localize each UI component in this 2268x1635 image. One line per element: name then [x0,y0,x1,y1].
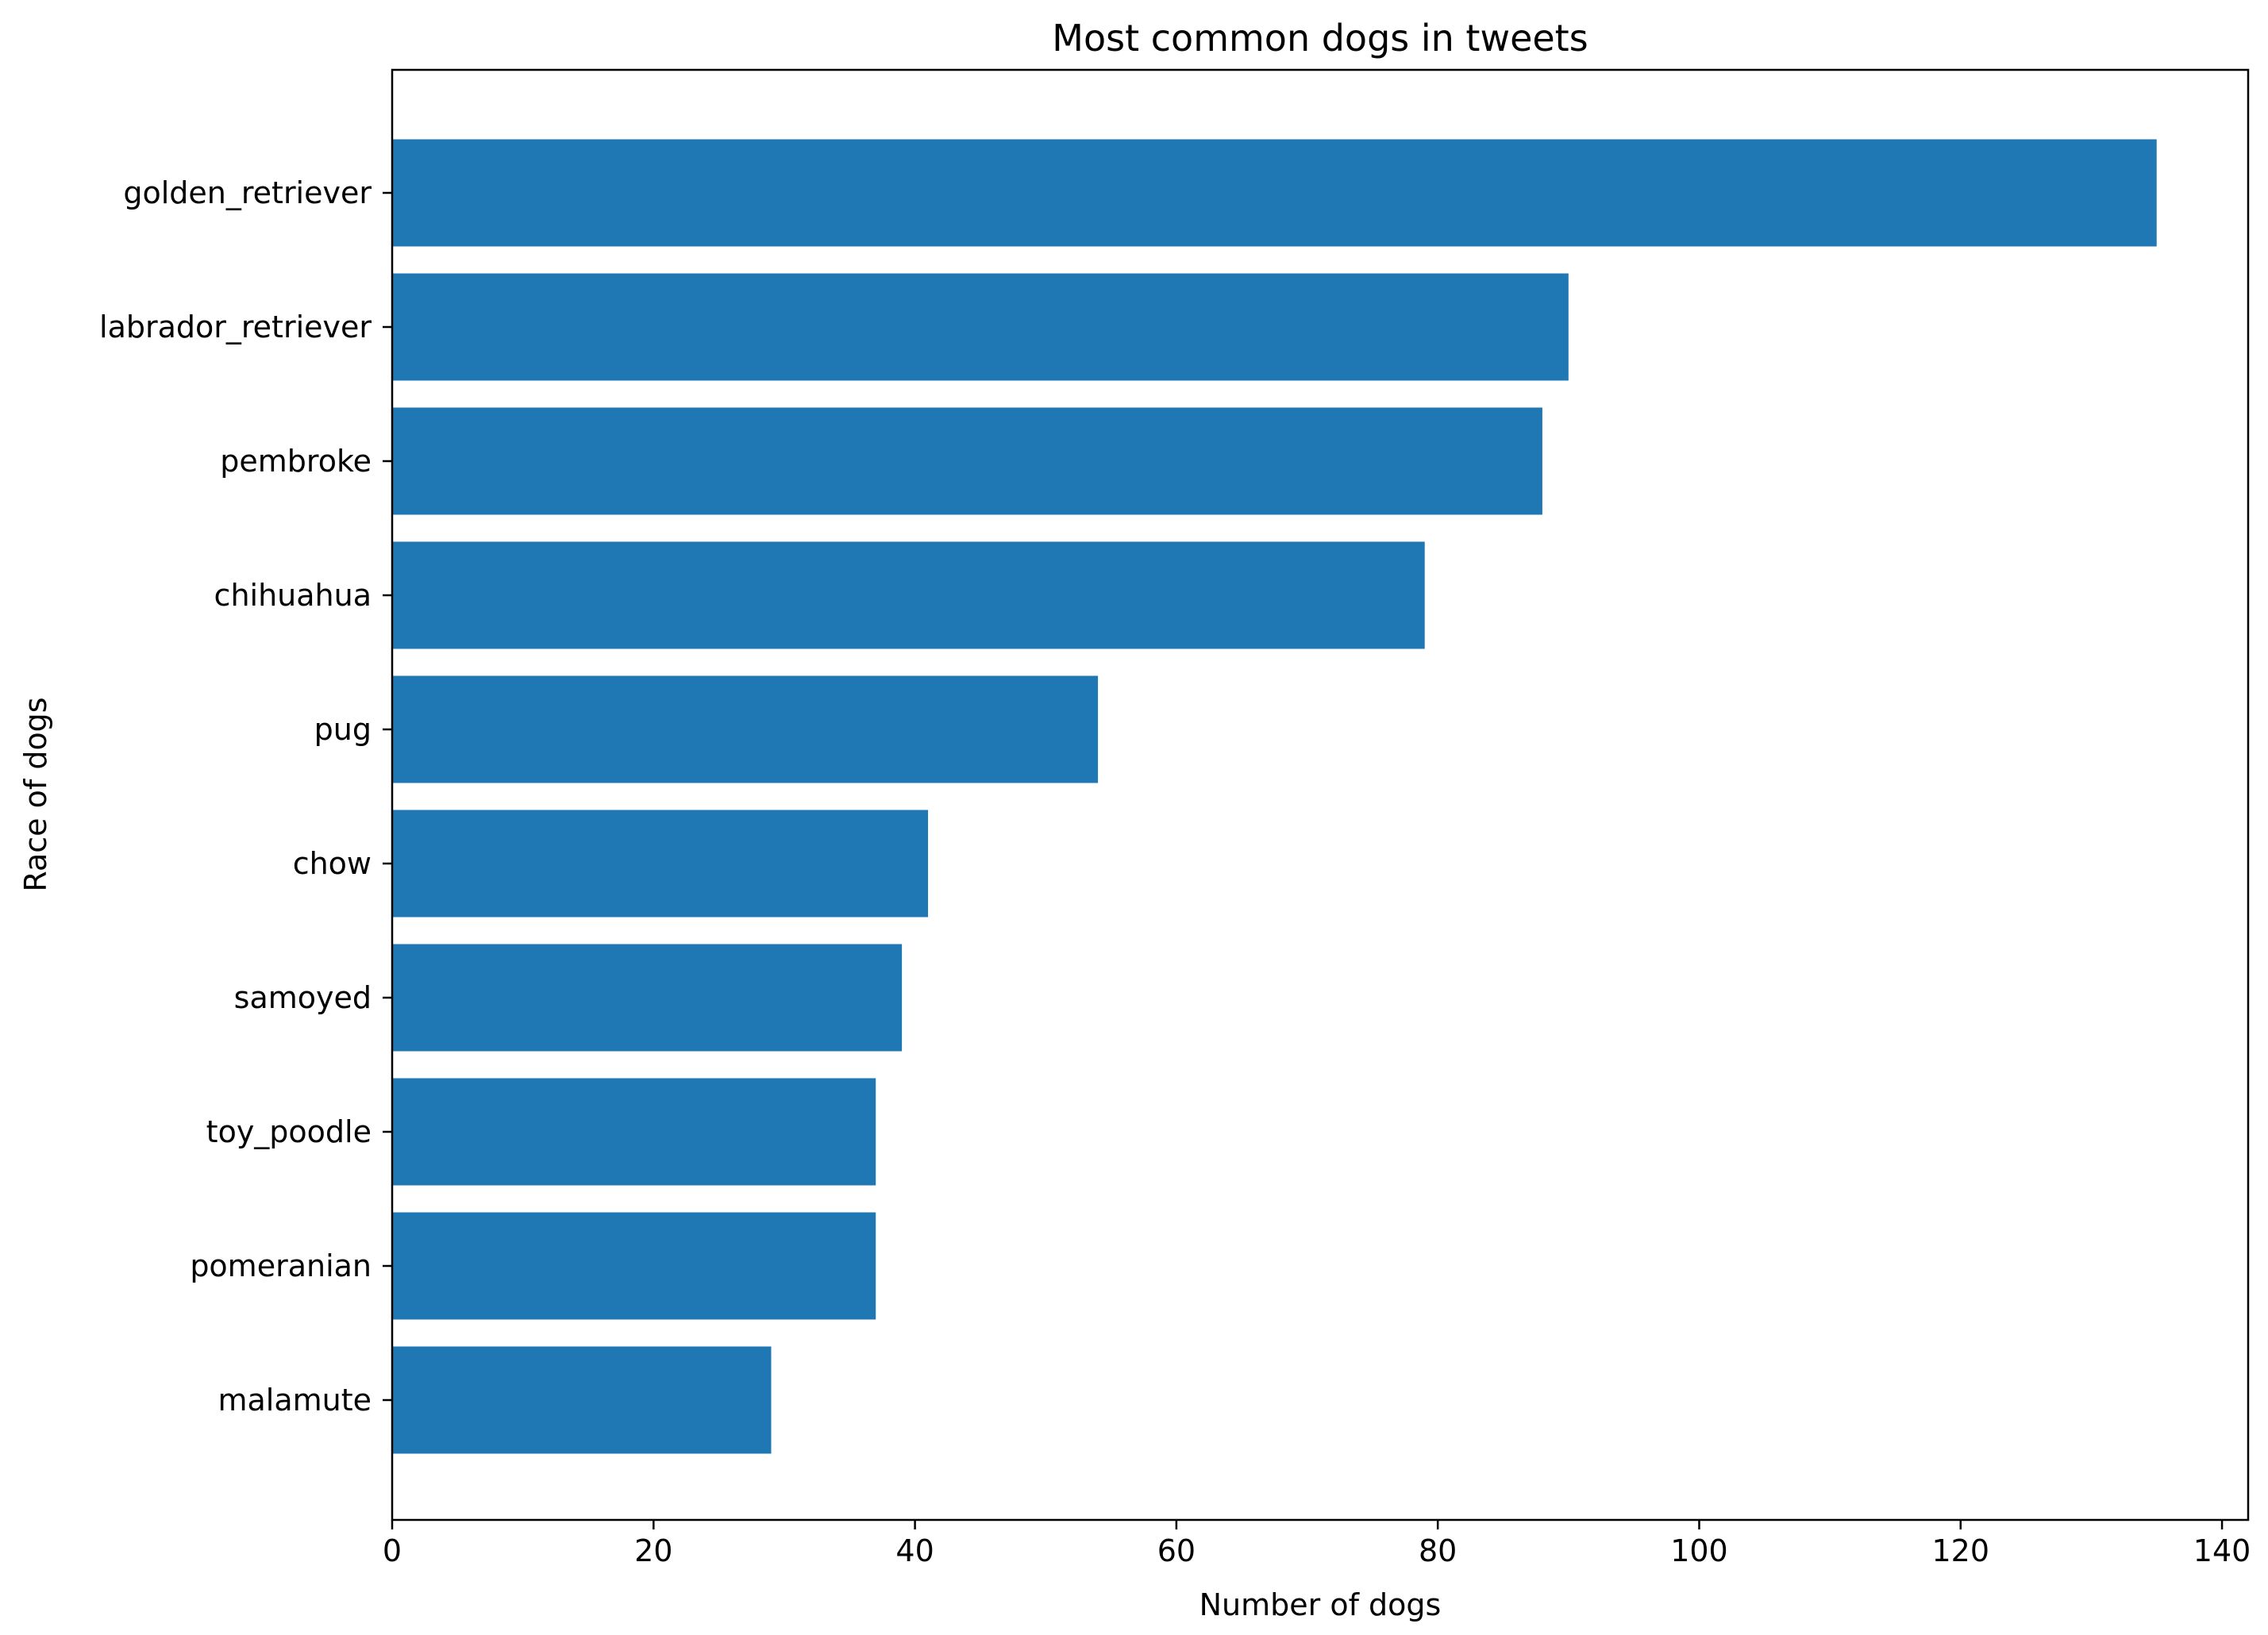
x-axis-ticks: 0 20 40 60 80 100 120 140 [383,1520,2251,1568]
y-tick-label: golden_retriever [123,175,372,210]
x-tick-label: 60 [1157,1533,1196,1568]
x-tick-label: 100 [1670,1533,1728,1568]
x-tick-label: 40 [895,1533,934,1568]
bars-layer [392,139,2157,1454]
x-tick-label: 20 [634,1533,672,1568]
y-tick-label: chihuahua [214,578,372,613]
bar-pomeranian [392,1212,876,1320]
x-axis-label: Number of dogs [1199,1587,1442,1622]
y-tick-label: pomeranian [190,1248,372,1283]
bar-pembroke [392,407,1542,515]
bar-labrador-retriever [392,273,1569,381]
plot-area-frame [391,68,2250,1522]
bar-golden-retriever [392,139,2157,247]
x-tick-label: 0 [383,1533,402,1568]
y-axis-label: Race of dogs [18,697,53,891]
y-tick-label: malamute [218,1383,372,1418]
x-tick-label: 120 [1932,1533,1990,1568]
bar-samoyed [392,944,903,1052]
y-tick-label: toy_poodle [206,1114,372,1149]
y-axis-ticks: golden_retriever labrador_retrieverpembro… [99,175,392,1418]
bar-pug [392,675,1099,783]
bar-chow [392,810,929,918]
y-tick-label: labrador_retriever [99,310,372,344]
bar-toy-poodle [392,1078,876,1186]
bar-chihuahua [392,541,1425,649]
y-tick-label: chow [293,846,372,881]
y-tick-label: pug [314,712,372,747]
x-tick-label: 140 [2193,1533,2251,1568]
bar-malamute [392,1346,772,1454]
y-tick-label: samoyed [234,980,372,1015]
y-tick-label: pembroke [220,444,372,479]
x-tick-label: 80 [1419,1533,1457,1568]
chart-title: Most common dogs in tweets [1052,17,1588,60]
